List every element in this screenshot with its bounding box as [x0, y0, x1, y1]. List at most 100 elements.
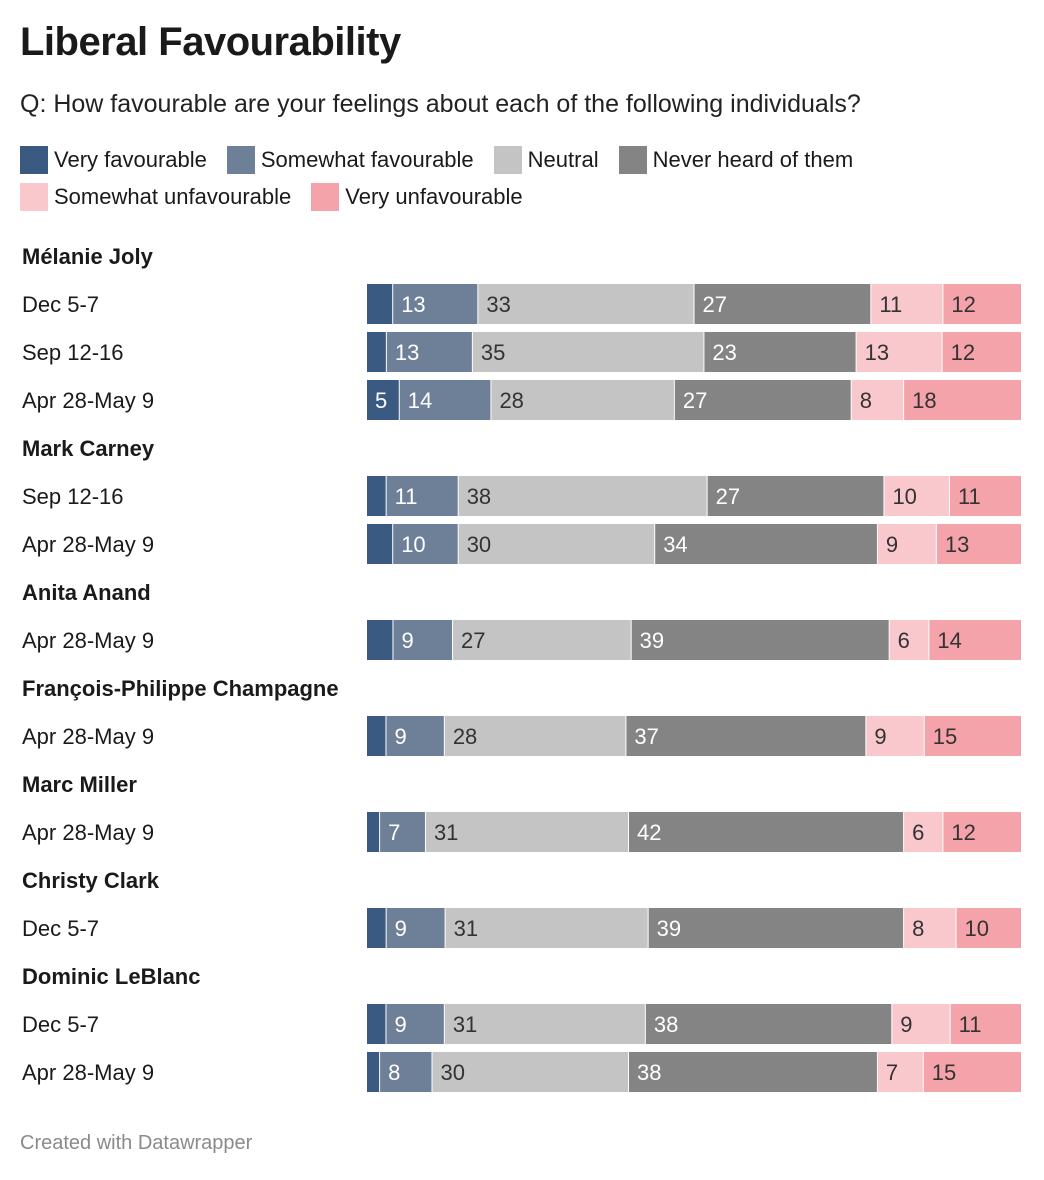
legend-label: Very favourable: [54, 147, 207, 172]
data-label: 27: [716, 484, 740, 509]
group-title-mark-carney: Mark Carney: [22, 436, 155, 461]
bar-segment-somewhat-unfavourable: [892, 1004, 950, 1044]
bar-segment-very-unfavourable: [924, 716, 1021, 756]
legend-label: Very unfavourable: [345, 184, 523, 209]
data-label: 13: [865, 340, 889, 365]
legend-label: Never heard of them: [652, 147, 854, 172]
bar-segment-very-favourable: [367, 380, 399, 420]
bar-segment-somewhat-unfavourable: [889, 620, 929, 660]
data-label: 33: [486, 292, 510, 317]
group-title-anita-anand: Anita Anand: [22, 580, 151, 605]
bar-segment-neutral: [453, 620, 631, 660]
data-label: 5: [375, 388, 387, 413]
data-label: 37: [634, 724, 658, 749]
bar-segment-somewhat-unfavourable: [851, 380, 904, 420]
group-title-christy-clark: Christy Clark: [22, 868, 160, 893]
group-title-dominic-leblanc: Dominic LeBlanc: [22, 964, 200, 989]
data-label: 13: [395, 340, 419, 365]
data-label: 11: [395, 484, 418, 509]
data-label: 34: [663, 532, 687, 557]
bar-segment-somewhat-unfavourable: [904, 812, 943, 852]
row-label: Dec 5-7: [22, 916, 99, 941]
bar-segment-never-heard-of-them: [629, 812, 904, 852]
data-label: 30: [441, 1060, 465, 1085]
bar-segment-very-unfavourable: [936, 524, 1021, 564]
bar-segment-neutral: [444, 1004, 645, 1044]
group-title-marc-miller: Marc Miller: [22, 772, 137, 797]
bar-segment-somewhat-favourable: [393, 524, 458, 564]
data-label: 12: [951, 340, 975, 365]
bar-segment-very-unfavourable: [949, 476, 1021, 516]
data-label: 11: [959, 1012, 982, 1037]
bar-segment-never-heard-of-them: [655, 524, 877, 564]
data-label: 9: [395, 916, 407, 941]
legend-item-very-unfavourable: Very unfavourable: [311, 179, 523, 215]
bar-segment-somewhat-unfavourable: [856, 332, 942, 372]
bar-segment-never-heard-of-them: [645, 1004, 892, 1044]
bar-segment-somewhat-favourable: [393, 284, 478, 324]
row-label: Dec 5-7: [22, 292, 99, 317]
data-label: 31: [453, 1012, 477, 1037]
legend-swatch: [493, 146, 522, 174]
bar-segment-very-favourable: [367, 524, 393, 564]
bar-segment-somewhat-favourable: [399, 380, 491, 420]
bar-segment-never-heard-of-them: [694, 284, 871, 324]
bar-segment-neutral: [444, 716, 626, 756]
data-label: 6: [912, 820, 924, 845]
data-label: 23: [712, 340, 736, 365]
data-label: 9: [900, 1012, 912, 1037]
bar-segment-very-unfavourable: [923, 1052, 1021, 1092]
data-label: 6: [898, 628, 910, 653]
bar-segment-somewhat-unfavourable: [877, 1052, 923, 1092]
data-label: 10: [892, 484, 916, 509]
data-label: 39: [657, 916, 681, 941]
data-label: 15: [933, 724, 957, 749]
bar-segment-very-unfavourable: [942, 332, 1021, 372]
group-title-francois-philippe-champagne: François-Philippe Champagne: [22, 676, 339, 701]
data-label: 39: [640, 628, 664, 653]
chart-subtitle: Q: How favourable are your feelings abou…: [20, 90, 861, 118]
bar-segment-very-unfavourable: [956, 908, 1021, 948]
data-label: 28: [499, 388, 523, 413]
data-label: 9: [874, 724, 886, 749]
legend-swatch: [20, 146, 48, 174]
legend-label: Somewhat unfavourable: [54, 184, 292, 209]
bar-segment-very-favourable: [367, 620, 393, 660]
data-label: 31: [434, 820, 458, 845]
data-label: 13: [401, 292, 425, 317]
row-label: Sep 12-16: [22, 340, 124, 365]
data-label: 7: [886, 1060, 898, 1085]
data-label: 11: [879, 292, 902, 317]
legend-item-neutral: Neutral: [493, 142, 599, 178]
row-label: Apr 28-May 9: [22, 820, 154, 845]
bar-segment-neutral: [458, 476, 707, 516]
bar-segment-neutral: [472, 332, 704, 372]
data-label: 11: [958, 484, 981, 509]
legend-swatch: [20, 183, 48, 211]
legend-swatch: [618, 146, 647, 174]
bar-segment-somewhat-favourable: [380, 1052, 432, 1092]
bar-segment-very-favourable: [367, 332, 386, 372]
row-label: Apr 28-May 9: [22, 1060, 154, 1085]
legend: Very favourable Somewhat favourable Neutra…: [20, 142, 1020, 216]
legend-item-somewhat-unfavourable: Somewhat unfavourable: [20, 179, 291, 215]
bar-segment-never-heard-of-them: [629, 1052, 877, 1092]
bar-segment-very-favourable: [367, 716, 386, 756]
data-label: 9: [394, 724, 406, 749]
bar-segment-somewhat-favourable: [386, 332, 472, 372]
data-label: 13: [945, 532, 969, 557]
row-label: Dec 5-7: [22, 1012, 99, 1037]
bar-segment-very-unfavourable: [943, 812, 1021, 852]
bar-segment-very-unfavourable: [950, 1004, 1021, 1044]
footer-credit[interactable]: Created with Datawrapper: [20, 1132, 253, 1154]
row-label: Apr 28-May 9: [22, 724, 154, 749]
data-label: 12: [951, 820, 975, 845]
stacked-bar-chart: Mélanie Joly Dec 5-7 13 33 27 11 12 Sep 12-16 13…: [22, 244, 1021, 1092]
data-label: 38: [637, 1060, 661, 1085]
data-label: 8: [912, 916, 924, 941]
bar-segment-neutral: [478, 284, 694, 324]
bar-segment-somewhat-favourable: [393, 620, 453, 660]
row-label: Apr 28-May 9: [22, 532, 154, 557]
bar-segment-somewhat-unfavourable: [866, 716, 924, 756]
bar-segment-somewhat-unfavourable: [877, 524, 936, 564]
